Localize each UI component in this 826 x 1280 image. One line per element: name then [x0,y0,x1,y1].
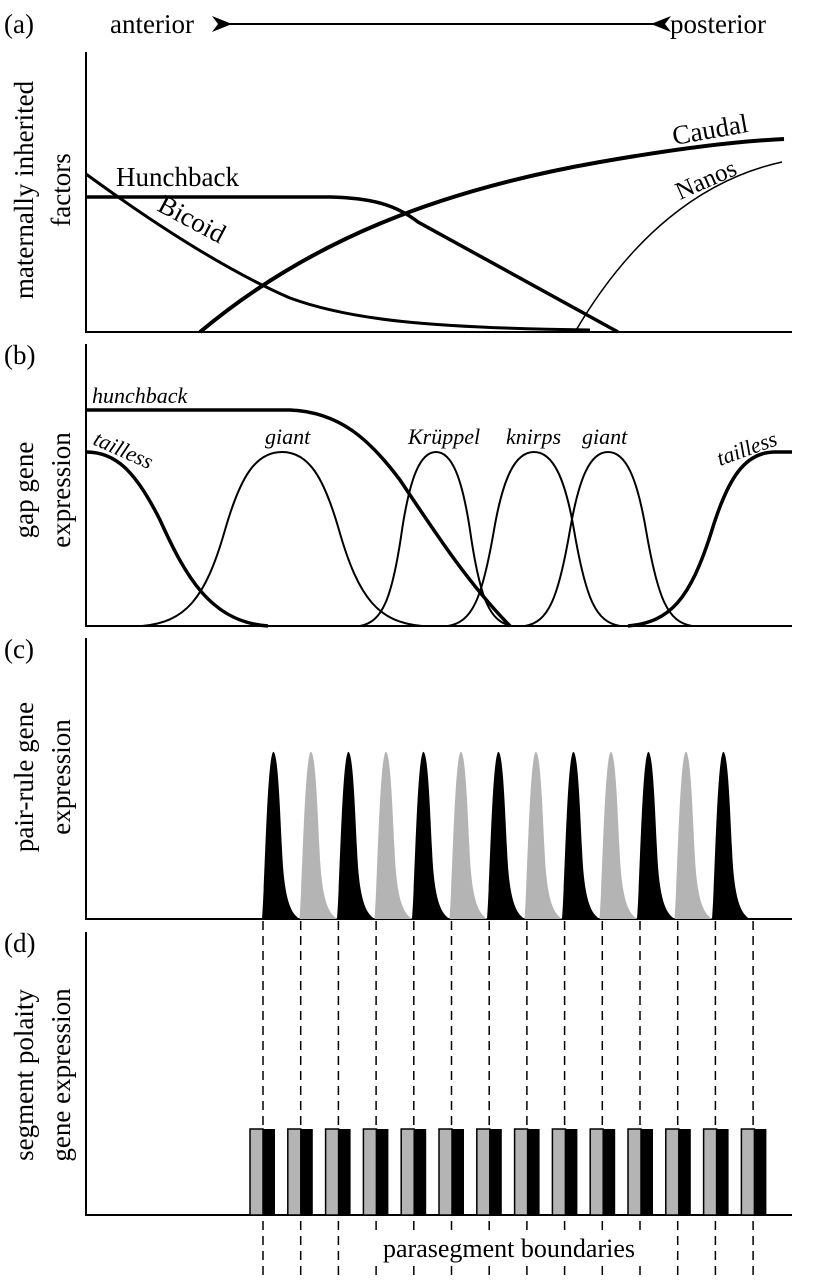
tailless-posterior-curve [627,450,792,628]
pair-rule-peak [449,751,488,919]
segment-polarity-block [740,1128,767,1216]
segment-polarity-block [627,1128,653,1216]
tailless-anterior-curve [85,450,269,628]
nanos-label: Nanos [671,155,740,206]
panel-b-axes [85,344,792,627]
panel-c-ylabel-line1: pair-rule gene [9,702,39,852]
giant-posterior-curve [524,450,693,627]
bicoid-curve [85,172,591,332]
giant-posterior-label: giant [582,424,628,449]
segment-polarity-block [362,1128,389,1216]
pair-rule-peak [262,751,300,919]
segment-polarity-block [438,1128,464,1216]
footer-label-background [352,1232,666,1264]
pair-rule-peak [524,751,563,919]
pair-rule-peak [374,751,413,919]
panel-d: (d) segment polaity gene expression para… [4,921,792,1280]
pair-rule-peak [637,751,675,919]
panel-a-label: (a) [4,9,34,39]
pair-rule-peak [412,751,450,919]
segment-polarity-block [702,1128,729,1216]
segment-polarity-block [287,1128,313,1216]
pair-rule-peak [599,751,638,919]
pair-rule-peak [674,751,713,919]
segment-polarity-block [551,1128,578,1216]
parasegment-boundary-lines [262,921,754,1280]
pair-rule-peak [337,751,375,919]
panel-b: (b) gap gene expression hunchback taille… [4,340,792,628]
panel-a-axes [85,52,792,333]
kruppel-label: Krüppel [407,424,480,449]
pair-rule-peak [562,751,600,919]
knirps-curve [447,450,621,627]
panel-d-label: (d) [4,928,35,958]
segment-polarity-blocks [249,1128,767,1216]
panel-a-ylabel-line1: maternally inherited [9,80,39,299]
segment-polarity-block [513,1128,540,1216]
panel-a-ylabel-line2: factors [46,153,76,226]
panel-d-ylabel-line1: segment polaity [9,989,39,1161]
panel-b-ylabel-line1: gap gene [9,442,39,539]
segment-polarity-block [324,1128,351,1216]
segment-polarity-block [665,1128,691,1216]
panel-b-ylabel-line2: expression [46,432,76,548]
panel-a: (a) maternally inherited factors Hunchba… [4,9,792,334]
hunchback-curve [86,195,619,334]
segment-polarity-block [476,1128,502,1216]
anterior-label: anterior [110,9,194,39]
kruppel-curve [359,450,513,627]
hunchback-gap-curve [86,408,512,628]
caudal-label: Caudal [670,108,751,151]
caudal-curve [198,137,785,334]
knirps-label: knirps [506,424,561,449]
giant-anterior-curve [141,450,423,627]
nanos-curve [574,161,783,333]
hunchback-gap-label: hunchback [92,383,189,408]
panel-c: (c) pair-rule gene expression [4,634,792,920]
pair-rule-peak [487,751,525,919]
pair-rule-peak [299,751,338,919]
posterior-label: posterior [670,9,766,39]
giant-anterior-label: giant [265,424,311,449]
segment-polarity-block [249,1128,275,1216]
panel-d-ylabel-line2: gene expression [46,988,76,1162]
parasegment-boundaries-label: parasegment boundaries [383,1234,635,1263]
hunchback-label: Hunchback [116,162,239,192]
panel-c-label: (c) [4,634,34,664]
pair-rule-peak [712,751,750,919]
panel-b-label: (b) [4,340,35,370]
segment-polarity-block [400,1128,427,1216]
pair-rule-stripes [262,751,750,919]
panel-c-ylabel-line2: expression [46,719,76,835]
segment-polarity-block [589,1128,616,1216]
